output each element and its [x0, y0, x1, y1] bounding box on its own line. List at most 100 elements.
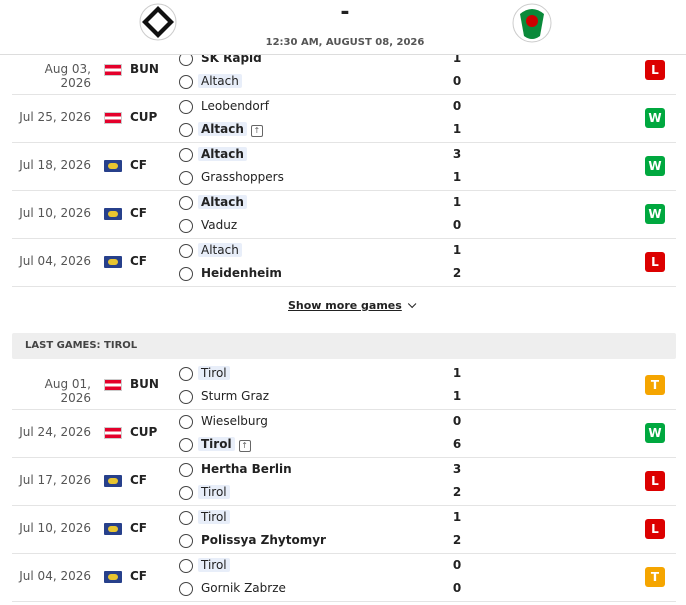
match-date: Jul 10, 2026 — [19, 521, 91, 535]
team-logo — [179, 171, 193, 185]
divider — [12, 505, 676, 506]
match-date: Jul 17, 2026 — [19, 473, 91, 487]
match-date: Jul 18, 2026 — [19, 158, 91, 172]
team-logo — [179, 415, 193, 429]
match-date: Jul 24, 2026 — [19, 425, 91, 439]
team-logo — [179, 559, 193, 573]
home-team-logo — [139, 3, 177, 41]
match-header: - 12:30 AM, AUGUST 08, 2026 — [0, 0, 686, 55]
team-score: 0 — [452, 218, 462, 232]
competition-flag — [104, 208, 122, 220]
team-name: Gornik Zabrze — [201, 581, 286, 595]
advanced-icon: ↑ — [250, 125, 263, 137]
team-logo — [179, 367, 193, 381]
section-title: LAST GAMES: TIROL — [25, 340, 138, 351]
divider — [12, 142, 676, 143]
team-score: 2 — [452, 485, 462, 499]
team-name: Hertha Berlin — [201, 462, 292, 476]
section-header — [12, 333, 676, 359]
team-logo — [179, 534, 193, 548]
result-badge: L — [645, 60, 665, 80]
team-score: 2 — [452, 266, 462, 280]
team-score: 1 — [452, 389, 462, 403]
team-logo — [179, 75, 193, 89]
divider — [12, 286, 676, 287]
result-badge: W — [645, 423, 665, 443]
divider — [12, 409, 676, 410]
team-logo — [179, 196, 193, 210]
match-date: Jul 25, 2026 — [19, 110, 91, 124]
team-name: Altach — [198, 243, 242, 257]
result-badge: W — [645, 204, 665, 224]
team-score: 1 — [452, 51, 462, 65]
result-badge: L — [645, 519, 665, 539]
team-logo — [179, 511, 193, 525]
team-score: 3 — [452, 147, 462, 161]
team-name: Vaduz — [201, 218, 238, 232]
show-more-label: Show more games — [288, 299, 402, 312]
team-logo — [179, 438, 193, 452]
competition-flag — [104, 523, 122, 535]
competition-flag — [104, 160, 122, 172]
competition-flag — [104, 112, 122, 124]
competition: CF — [130, 206, 148, 220]
match-time: 12:30 AM, AUGUST 08, 2026 — [265, 37, 425, 48]
match-date: Aug 03, 2026 — [44, 62, 91, 90]
team-logo — [179, 390, 193, 404]
team-logo — [179, 582, 193, 596]
advanced-icon: ↑ — [238, 440, 251, 452]
team-score: 1 — [452, 366, 462, 380]
result-badge: L — [645, 471, 665, 491]
competition: CF — [130, 521, 148, 535]
team-score: 0 — [452, 74, 462, 88]
team-score: 6 — [452, 437, 462, 451]
team-score: 0 — [452, 558, 462, 572]
team-name: Altach — [198, 74, 242, 88]
result-badge: L — [645, 252, 665, 272]
team-name: Wieselburg — [201, 414, 268, 428]
competition-flag — [104, 379, 122, 391]
competition: CF — [130, 254, 148, 268]
match-date: Jul 04, 2026 — [19, 569, 91, 583]
score: - — [340, 0, 350, 25]
team-name: Heidenheim — [201, 266, 282, 280]
away-team-logo — [512, 3, 552, 43]
team-name: Tirol — [198, 437, 235, 451]
team-name: Leobendorf — [201, 99, 269, 113]
team-score: 1 — [452, 170, 462, 184]
divider — [12, 238, 676, 239]
match-date: Aug 01, 2026 — [44, 377, 91, 405]
show-more-button[interactable]: Show more games — [288, 299, 417, 312]
team-name: Tirol — [198, 558, 230, 572]
divider — [12, 553, 676, 554]
competition-flag — [104, 571, 122, 583]
team-logo — [179, 244, 193, 258]
team-name: Sturm Graz — [201, 389, 270, 403]
team-logo — [179, 148, 193, 162]
team-name: Polissya Zhytomyr — [201, 533, 326, 547]
team-score: 0 — [452, 99, 462, 113]
chevron — [407, 299, 417, 309]
divider — [12, 601, 676, 602]
team-name: Tirol — [198, 510, 230, 524]
team-name: Tirol — [198, 485, 230, 499]
team-score: 2 — [452, 533, 462, 547]
competition-flag — [104, 64, 122, 76]
competition: BUN — [130, 377, 159, 391]
competition: CF — [130, 158, 148, 172]
divider — [12, 190, 676, 191]
competition: CF — [130, 473, 148, 487]
team-score: 1 — [452, 122, 462, 136]
team-score: 0 — [452, 581, 462, 595]
competition-flag — [104, 475, 122, 487]
competition: CUP — [130, 425, 158, 439]
competition-flag — [104, 256, 122, 268]
team-score: 1 — [452, 510, 462, 524]
team-logo — [179, 267, 193, 281]
competition-flag — [104, 427, 122, 439]
competition: CUP — [130, 110, 158, 124]
match-date: Jul 04, 2026 — [19, 254, 91, 268]
team-logo — [179, 100, 193, 114]
result-badge: W — [645, 108, 665, 128]
team-logo — [179, 486, 193, 500]
